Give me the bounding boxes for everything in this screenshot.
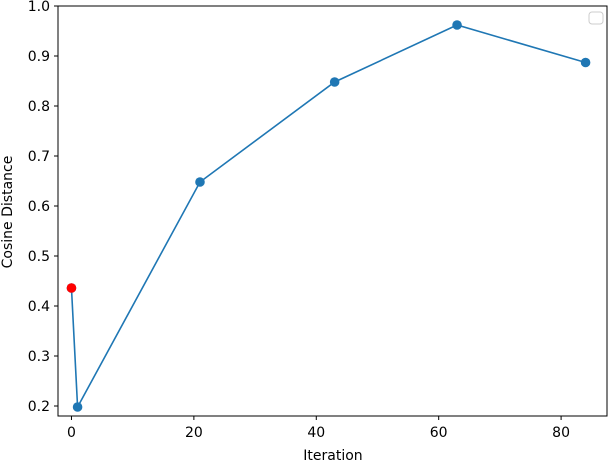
x-axis-ticks: 0 20 40 60 80 <box>67 416 570 441</box>
plot-frame <box>57 5 608 417</box>
highlight-point <box>66 283 77 293</box>
x-tick-label: 80 <box>552 425 570 441</box>
legend <box>588 11 604 25</box>
y-tick-label: 0.4 <box>28 299 50 315</box>
y-tick-label: 0.8 <box>28 99 50 115</box>
plot-marks <box>66 20 591 412</box>
x-tick-label: 60 <box>430 425 448 441</box>
y-axis-label: Cosine Distance <box>0 156 16 269</box>
x-tick-label: 0 <box>67 425 76 441</box>
y-tick-label: 0.7 <box>28 149 50 165</box>
y-tick-label: 0.6 <box>28 199 50 215</box>
y-tick-label: 0.5 <box>28 249 50 265</box>
legend-box <box>588 11 604 25</box>
data-point <box>72 402 83 412</box>
data-point <box>580 57 591 68</box>
x-tick-label: 20 <box>185 425 203 441</box>
data-point <box>452 20 462 30</box>
x-axis-label: Iteration <box>303 448 362 460</box>
x-tick-label: 40 <box>307 425 325 441</box>
y-tick-label: 0.2 <box>28 399 50 415</box>
y-axis-ticks: 0.2 0.3 0.4 0.5 0.6 0.7 0.8 0.9 1.0 <box>28 0 58 415</box>
data-point <box>329 77 340 87</box>
y-tick-label: 0.9 <box>28 49 50 65</box>
y-tick-label: 1.0 <box>28 0 50 15</box>
y-tick-label: 0.3 <box>28 349 50 365</box>
series-line <box>70 24 586 410</box>
data-point <box>195 177 205 187</box>
